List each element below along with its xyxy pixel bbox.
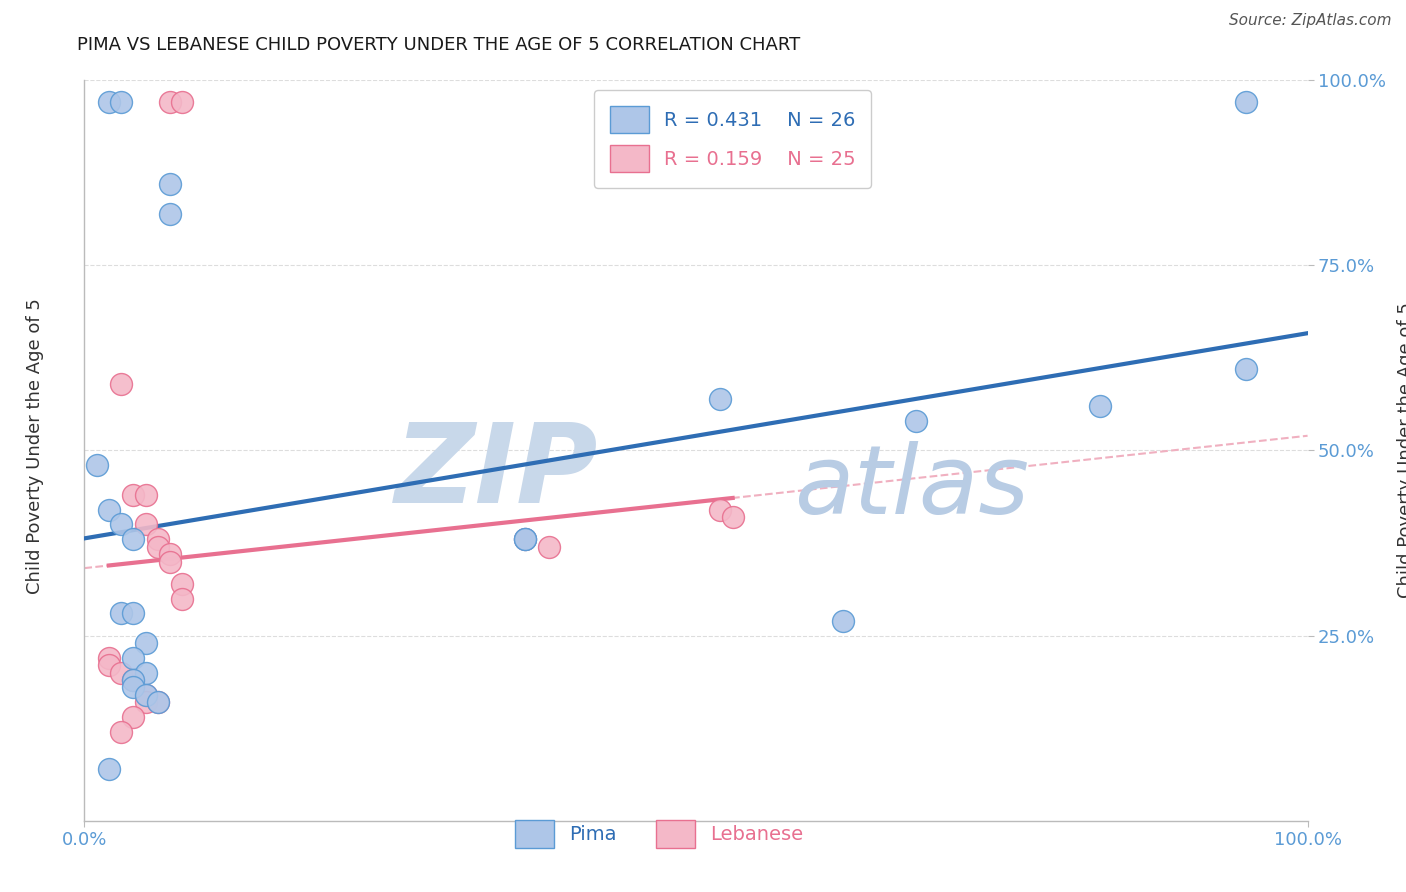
Point — [721, 510, 744, 524]
Point — [146, 695, 169, 709]
Y-axis label: Child Poverty Under the Age of 5: Child Poverty Under the Age of 5 — [1398, 302, 1406, 599]
Point — [135, 488, 157, 502]
Point — [110, 607, 132, 621]
Point — [135, 665, 157, 680]
Point — [1236, 362, 1258, 376]
Point — [97, 762, 120, 776]
Point — [122, 533, 145, 547]
Point — [146, 540, 169, 554]
Point — [135, 695, 157, 709]
Point — [538, 540, 561, 554]
Point — [122, 607, 145, 621]
Point — [159, 547, 181, 561]
Point — [97, 658, 120, 673]
Point — [172, 576, 194, 591]
Point — [709, 502, 731, 516]
Point — [122, 673, 145, 687]
Point — [97, 650, 120, 665]
Text: Source: ZipAtlas.com: Source: ZipAtlas.com — [1229, 13, 1392, 29]
Point — [159, 206, 181, 220]
Point — [146, 695, 169, 709]
Point — [1088, 399, 1111, 413]
Point — [122, 681, 145, 695]
Point — [159, 177, 181, 191]
Point — [513, 533, 536, 547]
Point — [110, 724, 132, 739]
Point — [122, 650, 145, 665]
Point — [110, 95, 132, 110]
Point — [122, 488, 145, 502]
Text: ZIP: ZIP — [395, 419, 598, 526]
Text: PIMA VS LEBANESE CHILD POVERTY UNDER THE AGE OF 5 CORRELATION CHART: PIMA VS LEBANESE CHILD POVERTY UNDER THE… — [77, 36, 800, 54]
Point — [159, 95, 181, 110]
Point — [905, 414, 928, 428]
Point — [172, 95, 194, 110]
Point — [172, 591, 194, 606]
Point — [159, 555, 181, 569]
Point — [513, 533, 536, 547]
Point — [97, 95, 120, 110]
Point — [135, 517, 157, 532]
Point — [110, 665, 132, 680]
Point — [110, 517, 132, 532]
Legend: Pima, Lebanese: Pima, Lebanese — [508, 813, 811, 855]
Point — [135, 636, 157, 650]
Point — [831, 614, 853, 628]
Point — [97, 502, 120, 516]
Point — [1236, 95, 1258, 110]
Point — [135, 688, 157, 702]
Point — [122, 673, 145, 687]
Point — [86, 458, 108, 473]
Text: atlas: atlas — [794, 441, 1029, 534]
Point — [110, 376, 132, 391]
Text: Child Poverty Under the Age of 5: Child Poverty Under the Age of 5 — [27, 298, 44, 594]
Point — [513, 533, 536, 547]
Point — [146, 533, 169, 547]
Point — [709, 392, 731, 406]
Point — [122, 710, 145, 724]
Point — [135, 688, 157, 702]
